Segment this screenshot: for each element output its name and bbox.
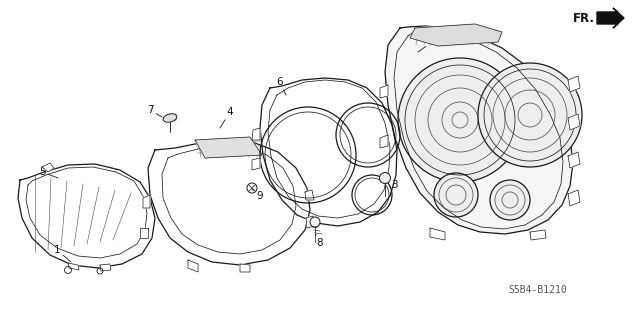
Polygon shape <box>410 24 502 46</box>
Polygon shape <box>385 26 573 234</box>
Polygon shape <box>18 164 155 268</box>
Polygon shape <box>597 8 624 28</box>
Circle shape <box>380 173 390 183</box>
Polygon shape <box>240 264 250 272</box>
Text: 8: 8 <box>315 233 323 248</box>
Polygon shape <box>188 260 198 272</box>
Text: 1: 1 <box>54 245 71 262</box>
Circle shape <box>434 173 478 217</box>
Polygon shape <box>195 137 262 158</box>
Text: 4: 4 <box>220 107 234 128</box>
Polygon shape <box>68 263 79 270</box>
Circle shape <box>310 217 320 227</box>
Polygon shape <box>260 78 397 226</box>
Polygon shape <box>430 228 445 240</box>
Polygon shape <box>568 114 580 130</box>
Polygon shape <box>568 76 580 92</box>
Text: 5: 5 <box>38 167 58 178</box>
Polygon shape <box>143 195 150 208</box>
Polygon shape <box>568 190 580 206</box>
Text: 2: 2 <box>418 37 435 52</box>
Polygon shape <box>380 135 388 148</box>
Text: FR.: FR. <box>573 11 595 25</box>
Text: 7: 7 <box>147 105 162 117</box>
Circle shape <box>490 180 530 220</box>
Polygon shape <box>380 85 388 98</box>
Ellipse shape <box>163 114 177 122</box>
Text: S5B4-B1210: S5B4-B1210 <box>509 285 568 295</box>
Polygon shape <box>42 163 54 172</box>
Circle shape <box>478 63 582 167</box>
Polygon shape <box>568 152 580 168</box>
Text: 6: 6 <box>276 77 286 95</box>
Text: 3: 3 <box>383 178 397 190</box>
Polygon shape <box>252 158 260 170</box>
Polygon shape <box>306 216 315 228</box>
Polygon shape <box>252 128 260 140</box>
Circle shape <box>398 58 522 182</box>
Text: 9: 9 <box>252 189 263 201</box>
Polygon shape <box>100 264 111 271</box>
Polygon shape <box>530 230 546 240</box>
Polygon shape <box>305 190 314 200</box>
Polygon shape <box>148 140 310 265</box>
Polygon shape <box>140 228 148 238</box>
